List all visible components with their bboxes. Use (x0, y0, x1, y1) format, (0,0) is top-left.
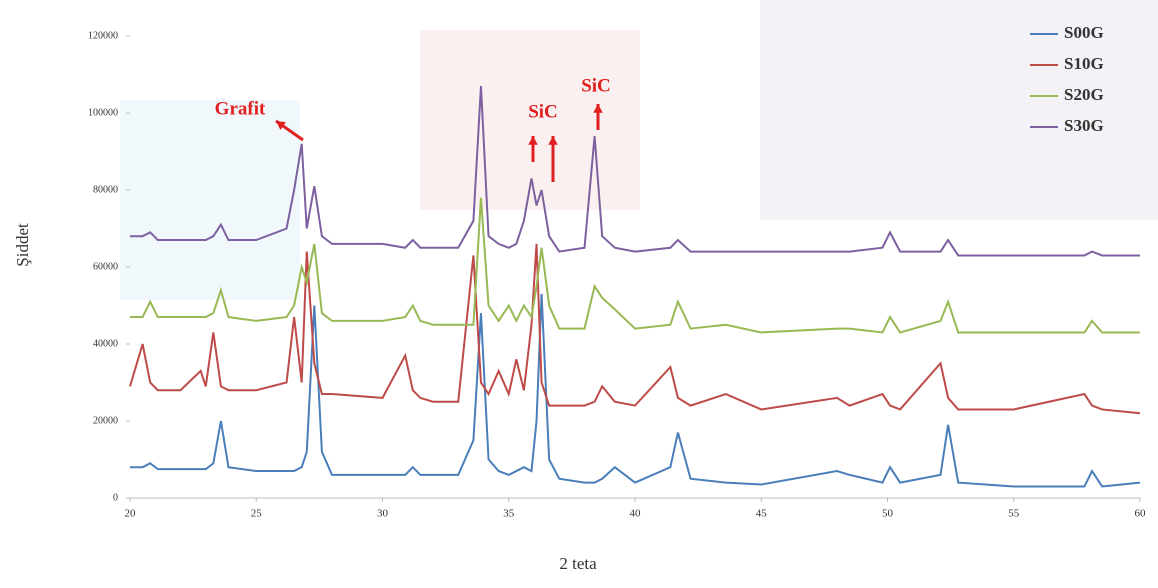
x-tick-label: 60 (1135, 508, 1147, 520)
y-tick-label: 20000 (93, 415, 118, 426)
y-axis-label: Şiddet (13, 223, 32, 267)
series-line (129, 243, 1141, 415)
x-tick-label: 30 (377, 508, 389, 520)
series-line (130, 293, 1141, 488)
x-tick-label: 45 (756, 508, 768, 520)
annotation-arrowhead (548, 136, 558, 145)
annotation-arrowhead (276, 121, 286, 130)
legend-label: S20G (1064, 85, 1104, 104)
series-line (130, 85, 1140, 257)
annotation: Grafit (215, 98, 266, 119)
annotation: SiC (581, 75, 611, 96)
x-tick-label: 50 (882, 508, 894, 520)
x-tick-label: 20 (125, 508, 137, 520)
y-tick-label: 0 (113, 492, 118, 503)
annotation-arrowhead (528, 136, 538, 145)
y-tick-label: 80000 (93, 184, 118, 195)
y-tick-label: 40000 (93, 338, 118, 349)
x-tick-label: 25 (251, 508, 263, 520)
x-axis-label: 2 teta (559, 554, 597, 573)
legend-label: S10G (1064, 54, 1104, 73)
series-line (130, 197, 1140, 334)
legend-label: S00G (1064, 23, 1104, 42)
annotation-arrowhead (593, 104, 603, 113)
x-tick-label: 55 (1008, 508, 1020, 520)
background (120, 0, 1158, 300)
y-tick-label: 120000 (88, 30, 118, 41)
y-tick-label: 60000 (93, 261, 118, 272)
x-tick-label: 35 (503, 508, 515, 520)
x-tick-label: 40 (630, 508, 642, 520)
y-tick-label: 100000 (88, 107, 118, 118)
legend-label: S30G (1064, 116, 1104, 135)
annotation: SiC (528, 101, 558, 122)
